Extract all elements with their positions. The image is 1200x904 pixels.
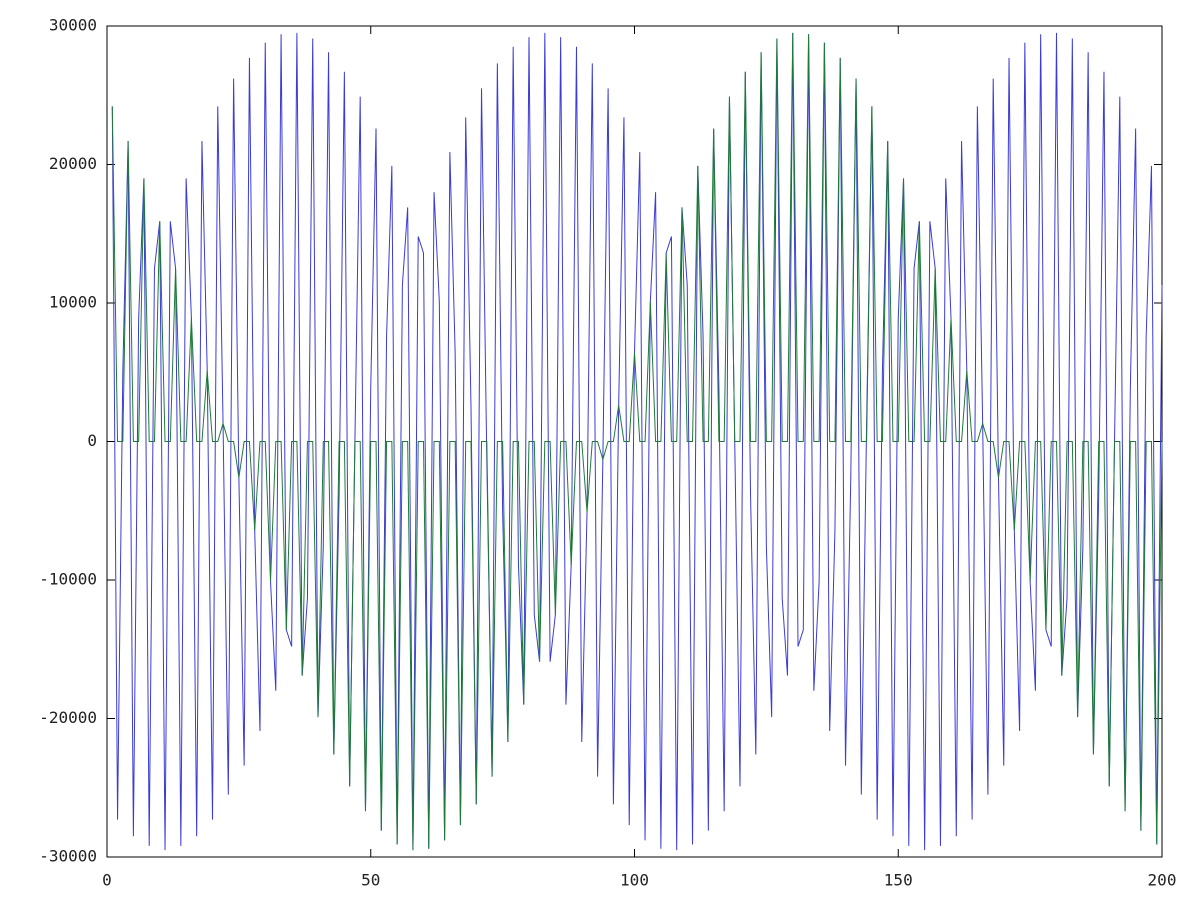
y-tick-label: 0 <box>87 431 97 450</box>
line-series <box>111 32 1163 851</box>
y-tick-label: 20000 <box>49 154 97 173</box>
x-tick-label: 100 <box>620 871 649 890</box>
x-tick-label: 0 <box>102 871 112 890</box>
y-tick-label: 10000 <box>49 293 97 312</box>
y-tick-label: -10000 <box>39 570 97 589</box>
x-tick-label: 150 <box>884 871 913 890</box>
y-tick-label: -30000 <box>39 847 97 866</box>
x-tick-label: 200 <box>1148 871 1177 890</box>
y-tick-label: 30000 <box>49 16 97 35</box>
line-series <box>111 32 1163 851</box>
x-tick-label: 50 <box>361 871 380 890</box>
y-tick-label: -20000 <box>39 708 97 727</box>
